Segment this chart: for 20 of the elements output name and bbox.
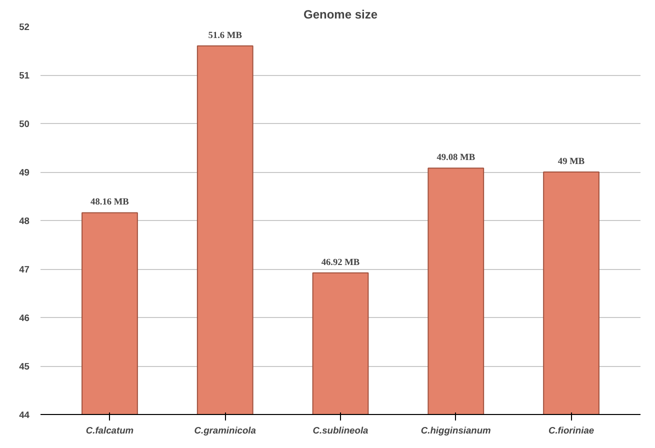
data-label: 51.6 MB: [208, 30, 242, 41]
y-tick-label: 44: [19, 410, 30, 420]
y-tick-label: 47: [19, 264, 30, 274]
y-tick-label: 46: [19, 313, 30, 323]
data-label: 46.92 MB: [321, 258, 360, 268]
x-tick-label: C.graminicola: [194, 426, 256, 436]
x-tick-label: C.fioriniae: [548, 426, 594, 436]
y-tick-label: 45: [19, 362, 30, 372]
y-tick-label: 51: [19, 70, 30, 80]
data-label: 49 MB: [558, 157, 585, 167]
x-tick-label: C.higginsianum: [420, 426, 491, 436]
data-label: 49.08 MB: [436, 153, 476, 164]
data-label: 48.16 MB: [90, 198, 129, 208]
y-tick-label: 52: [19, 22, 30, 32]
y-tick-label: 50: [19, 119, 30, 129]
y-tick-label: 48: [19, 216, 30, 226]
x-tick-label: C.sublineola: [312, 426, 368, 436]
x-tick-label: C.falcatum: [86, 426, 134, 436]
chart-title: Genome size: [303, 8, 378, 22]
y-tick-label: 49: [19, 168, 30, 178]
